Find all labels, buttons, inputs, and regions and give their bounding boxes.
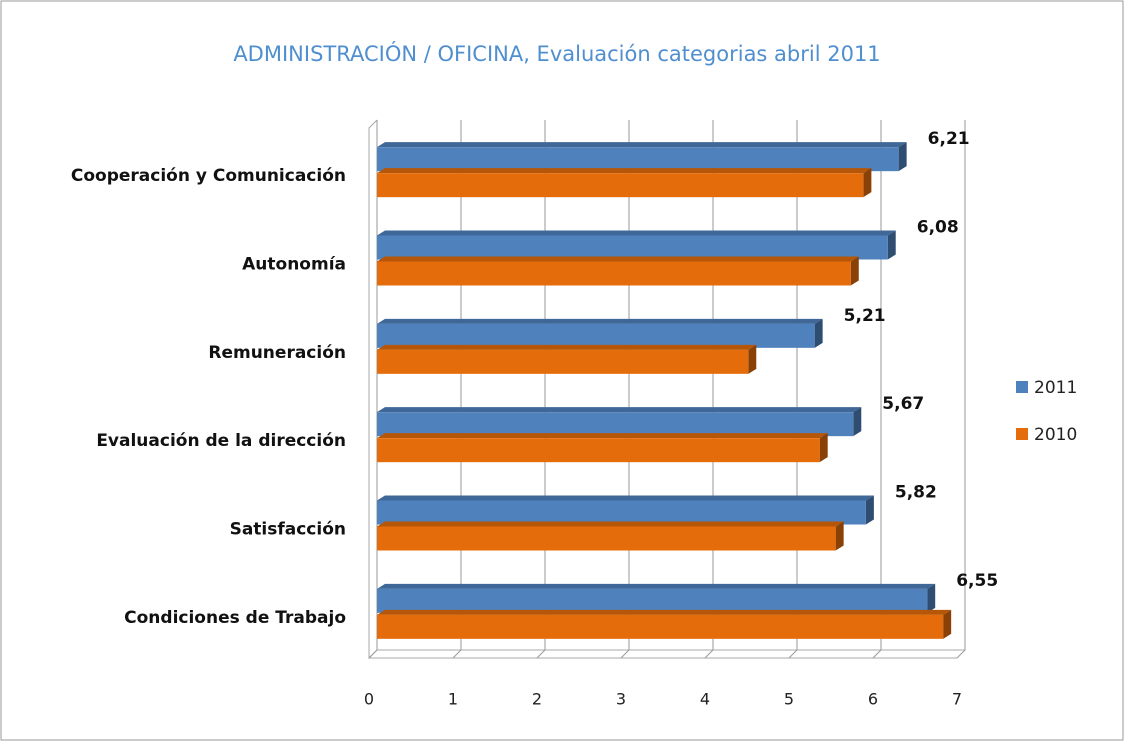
x-tick-label: 3 [616,690,626,709]
x-tick-label: 2 [532,690,542,709]
bar-top [377,583,936,589]
bar-top [377,344,757,350]
data-label: 6,55 [956,571,998,591]
floor-tick [452,649,462,659]
data-label: 6,21 [928,129,970,149]
y-tick-label: Cooperación y Comunicación [71,166,346,186]
bar [377,323,815,348]
bar [377,614,944,639]
bar-end [927,583,936,613]
legend-label: 2011 [1034,378,1077,398]
x-tick-label: 6 [868,690,878,709]
bar-end [835,521,844,551]
y-tick-label: Condiciones de Trabajo [124,608,346,628]
legend-swatch [1016,428,1028,440]
bar-top [377,609,952,615]
legend-label: 2010 [1034,425,1077,445]
data-label: 5,21 [844,306,886,326]
floor-tick [788,649,798,659]
bar-end [898,142,907,172]
floor-tick [368,649,378,659]
y-tick-label: Evaluación de la dirección [96,431,346,451]
bar [377,235,888,260]
bar-end [865,495,874,525]
data-label: 5,82 [895,483,937,503]
floor-tick [536,649,546,659]
bar-end [887,230,896,260]
bar-top [377,433,828,439]
data-label: 6,08 [917,218,959,238]
bar-top [377,521,844,527]
y-tick-label: Autonomía [242,255,346,275]
bar [377,526,836,551]
bar-top [377,168,872,174]
bar [377,261,851,286]
floor-tick [872,649,882,659]
legend-swatch [1016,381,1028,393]
bar-top [377,495,874,501]
bar [377,588,928,613]
x-tick-label: 0 [364,690,374,709]
floor-tick [620,649,630,659]
bar-end [748,344,757,374]
x-tick-label: 4 [700,690,710,709]
chart-title: ADMINISTRACIÓN / OFICINA, Evaluación cat… [233,41,880,66]
bar-end [819,433,828,463]
bar-end [850,256,859,286]
bar-end [853,407,862,437]
bar-end [863,168,872,198]
bar-end [943,609,952,639]
bar-top [377,318,823,324]
data-label: 5,67 [882,394,924,414]
x-tick-label: 7 [952,690,962,709]
bar-end [814,318,823,348]
bar [377,349,749,374]
y-tick-label: Satisfacción [230,520,346,540]
x-tick-label: 1 [448,690,458,709]
bar [377,412,854,437]
floor-tick [956,649,966,659]
bar [377,147,899,172]
bar-top [377,230,896,236]
bar [377,500,866,525]
y-tick-label: Remuneración [208,343,346,363]
bar [377,173,864,198]
floor-tick [704,649,714,659]
bar-top [377,142,907,148]
bar [377,438,820,463]
bar-top [377,407,862,413]
bar-top [377,256,859,262]
x-tick-label: 5 [784,690,794,709]
